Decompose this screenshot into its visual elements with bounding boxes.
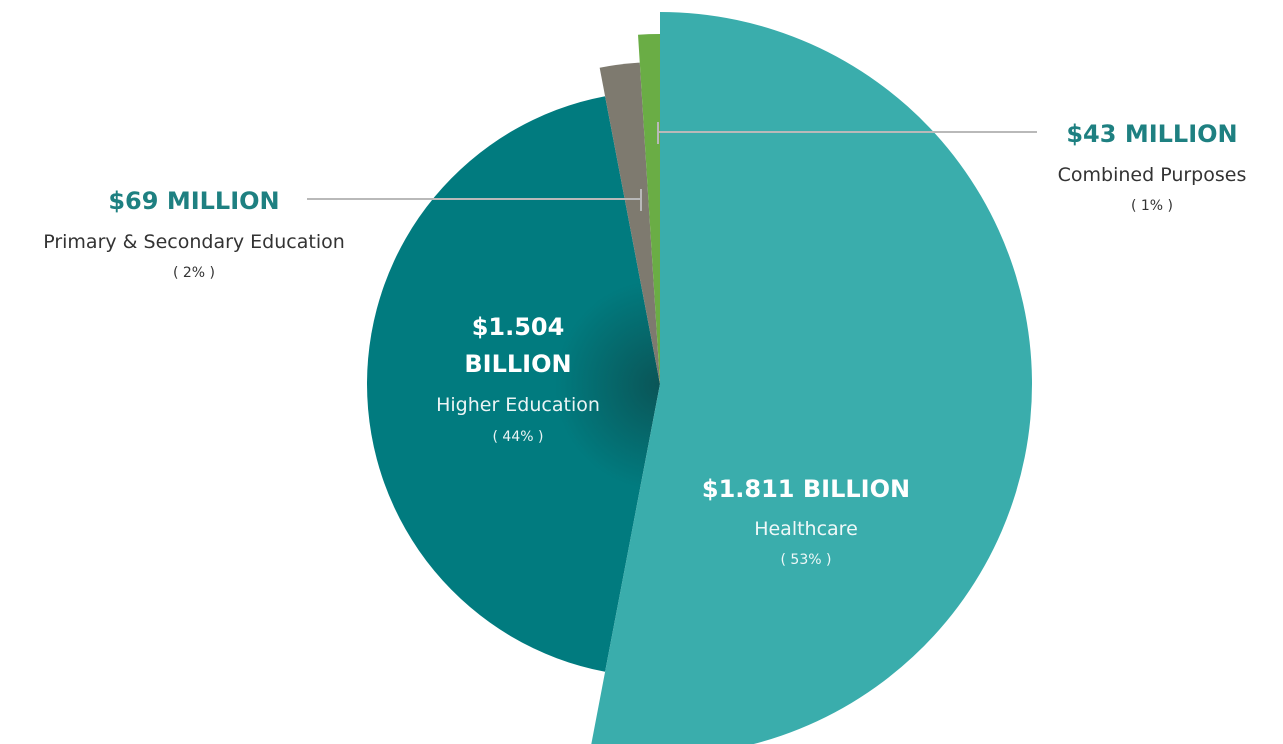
label-amount-healthcare: $1.811 BILLION <box>702 475 910 503</box>
label-amount-primary-secondary: $69 MILLION <box>108 187 279 215</box>
pie-slice-higher-education <box>367 96 660 672</box>
leader-line-primary-secondary <box>307 189 642 211</box>
label-percent-combined-purposes: ( 1% ) <box>1131 198 1173 214</box>
label-category-healthcare: Healthcare <box>754 518 858 540</box>
pie-slice-combined-purposes <box>638 34 660 384</box>
label-category-higher-education: Higher Education <box>436 394 600 416</box>
label-category-primary-secondary: Primary & Secondary Education <box>43 231 345 253</box>
label-percent-higher-education: ( 44% ) <box>493 429 544 445</box>
label-amount-higher-education-line1: $1.504 <box>472 313 565 341</box>
label-amount-combined-purposes: $43 MILLION <box>1066 120 1237 148</box>
label-amount-higher-education-line2: BILLION <box>464 350 571 378</box>
pie-slice-primary-secondary-education <box>599 62 660 384</box>
label-percent-healthcare: ( 53% ) <box>781 552 832 568</box>
label-category-combined-purposes: Combined Purposes <box>1058 164 1247 186</box>
label-percent-primary-secondary: ( 2% ) <box>173 265 215 281</box>
leader-line-combined-purposes <box>657 122 1037 144</box>
pie-slice-healthcare <box>591 12 1032 744</box>
